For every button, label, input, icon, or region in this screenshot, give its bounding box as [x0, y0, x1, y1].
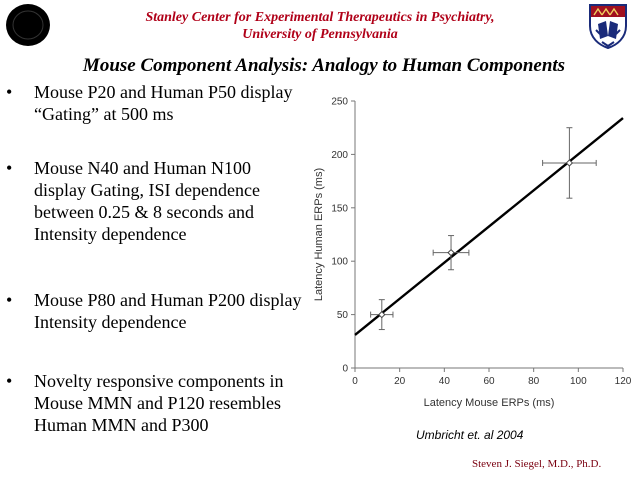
x-tick-label: 80: [528, 376, 540, 387]
y-tick-label: 50: [337, 310, 349, 321]
y-tick-label: 0: [342, 364, 348, 375]
bullet-item: • Mouse P20 and Human P50 display “Gatin…: [6, 81, 306, 125]
author-credit: Steven J. Siegel, M.D., Ph.D.: [472, 458, 602, 470]
bullet-text: Novelty responsive components in Mouse M…: [34, 371, 284, 435]
header: Stanley Center for Experimental Therapeu…: [60, 9, 580, 43]
header-university: University of Pennsylvania: [242, 27, 398, 42]
y-axis-label: Latency Human ERPs (ms): [313, 168, 325, 301]
medical-center-logo: [6, 4, 50, 46]
bullet-point: •: [6, 158, 13, 178]
bullet-point: •: [6, 290, 13, 310]
penn-shield-logo: [589, 4, 627, 50]
bullet-point: •: [6, 371, 13, 391]
bullet-text: Mouse P20 and Human P50 display “Gating”…: [34, 82, 293, 124]
regression-line: [354, 117, 624, 336]
bullet-item: • Novelty responsive components in Mouse…: [6, 370, 306, 436]
x-tick-label: 40: [439, 376, 451, 387]
y-tick-label: 150: [331, 203, 348, 214]
slide-title: Mouse Component Analysis: Analogy to Hum…: [82, 55, 566, 76]
bullet-point: •: [6, 82, 13, 102]
y-tick-label: 100: [331, 257, 348, 268]
bullet-item: • Mouse N40 and Human N100 display Gatin…: [6, 157, 306, 245]
data-point: [378, 310, 386, 319]
latency-scatter-chart: 0 20 40 60 80 100 120 0 50 100 150 200 250 Latency Mo…: [313, 97, 632, 410]
bullet-item: • Mouse P80 and Human P200 display Inten…: [6, 289, 306, 333]
x-tick-label: 20: [394, 376, 406, 387]
x-tick-label: 0: [352, 376, 358, 387]
data-point: [565, 159, 574, 167]
x-axis-label: Latency Mouse ERPs (ms): [424, 397, 555, 409]
bullet-text: Mouse N40 and Human N100 display Gating,…: [34, 158, 260, 244]
x-tick-label: 60: [483, 376, 495, 387]
bullet-text: Mouse P80 and Human P200 display Intensi…: [34, 290, 302, 332]
data-point: [447, 248, 455, 257]
x-tick-label: 120: [615, 376, 632, 387]
y-tick-label: 250: [331, 97, 348, 108]
x-tick-label: 100: [570, 376, 587, 387]
y-tick-label: 200: [331, 150, 348, 161]
header-institution: Stanley Center for Experimental Therapeu…: [145, 10, 495, 25]
citation: Umbricht et. al 2004: [416, 428, 524, 442]
